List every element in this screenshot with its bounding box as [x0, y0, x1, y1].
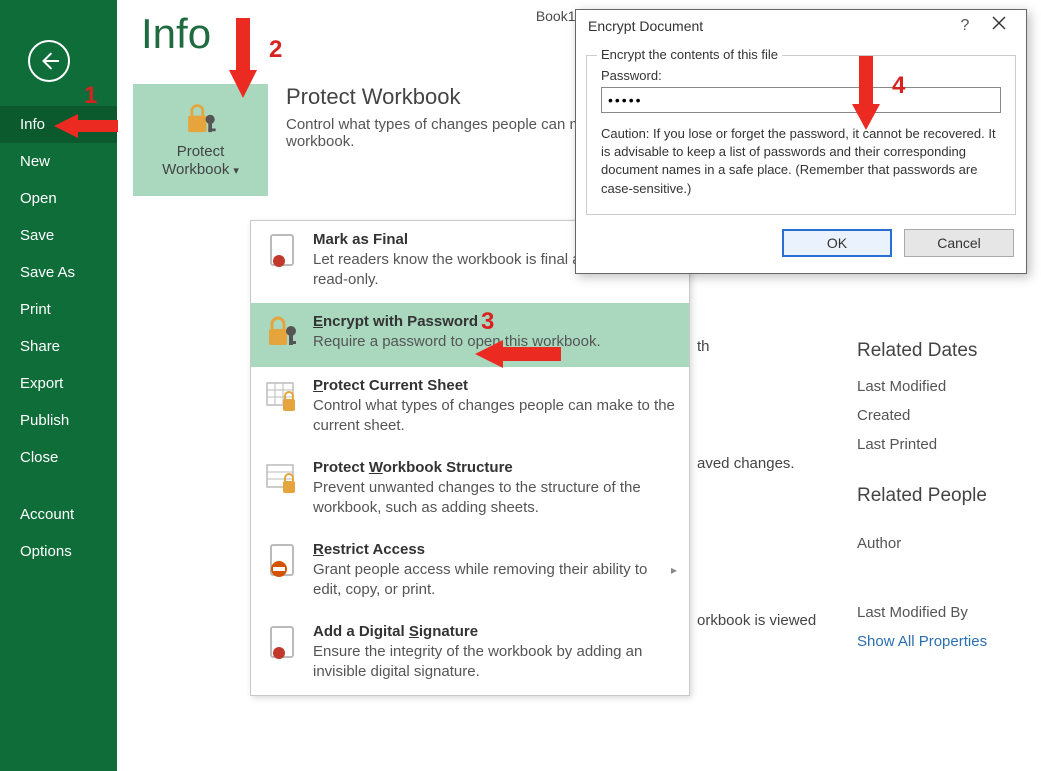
nav-new[interactable]: New	[0, 143, 117, 180]
ok-button[interactable]: OK	[782, 229, 892, 257]
dialog-body: Encrypt the contents of this file Passwo…	[586, 55, 1016, 215]
digital-signature-icon	[263, 623, 303, 663]
dialog-legend: Encrypt the contents of this file	[597, 47, 782, 62]
protect-workbook-menu: Mark as Final Let readers know the workb…	[250, 220, 690, 696]
restrict-access-icon	[263, 541, 303, 581]
close-icon	[992, 16, 1006, 30]
menu-protect-workbook-structure[interactable]: Protect Workbook Structure Prevent unwan…	[251, 449, 689, 531]
created-label: Created	[857, 407, 910, 424]
password-input[interactable]	[601, 87, 1001, 113]
related-people-heading: Related People	[857, 485, 1041, 507]
window: Info New Open Save Save As Print Share E…	[0, 0, 1041, 771]
help-button[interactable]: ?	[948, 17, 982, 35]
author-label: Author	[857, 535, 901, 552]
back-button[interactable]	[28, 40, 70, 82]
nav-share[interactable]: Share	[0, 328, 117, 365]
dialog-title: Encrypt Document	[588, 18, 948, 34]
protect-sheet-icon	[263, 377, 303, 417]
back-arrow-icon	[38, 50, 60, 72]
protect-button-label: Protect Workbook▾	[162, 143, 239, 179]
nav-open[interactable]: Open	[0, 180, 117, 217]
last-printed-label: Last Printed	[857, 436, 937, 453]
menu-restrict-access[interactable]: Restrict Access Grant people access whil…	[251, 531, 689, 613]
submenu-arrow-icon: ▸	[665, 563, 677, 577]
related-dates-heading: Related Dates	[857, 340, 1041, 362]
nav-print[interactable]: Print	[0, 291, 117, 328]
close-button[interactable]	[982, 16, 1016, 35]
chevron-down-icon: ▾	[233, 165, 239, 177]
backstage-sidebar: Info New Open Save Save As Print Share E…	[0, 0, 117, 771]
mark-final-icon	[263, 231, 303, 271]
dialog-titlebar: Encrypt Document ?	[576, 10, 1026, 41]
menu-protect-current-sheet[interactable]: Protect Current Sheet Control what types…	[251, 367, 689, 449]
last-modified-by-label: Last Modified By	[857, 604, 968, 621]
lock-key-icon	[179, 101, 223, 137]
password-label: Password:	[601, 68, 1001, 83]
nav-save[interactable]: Save	[0, 217, 117, 254]
nav-list: Info New Open Save Save As Print Share E…	[0, 106, 117, 570]
nav-close[interactable]: Close	[0, 439, 117, 476]
encrypt-icon	[263, 313, 303, 353]
nav-publish[interactable]: Publish	[0, 402, 117, 439]
nav-export[interactable]: Export	[0, 365, 117, 402]
nav-save-as[interactable]: Save As	[0, 254, 117, 291]
nav-info[interactable]: Info	[0, 106, 117, 143]
protect-structure-icon	[263, 459, 303, 499]
cancel-button[interactable]: Cancel	[904, 229, 1014, 257]
encrypt-document-dialog: Encrypt Document ? Encrypt the contents …	[575, 9, 1027, 274]
last-modified-label: Last Modified	[857, 378, 946, 395]
show-all-properties-link[interactable]: Show All Properties	[857, 633, 987, 650]
caution-text: Caution: If you lose or forget the passw…	[601, 125, 1001, 198]
menu-encrypt-with-password[interactable]: Encrypt with Password Require a password…	[251, 303, 689, 367]
right-properties-panel: Related Dates Last Modified CreatedToday…	[857, 340, 1041, 656]
menu-add-digital-signature[interactable]: Add a Digital Signature Ensure the integ…	[251, 613, 689, 695]
protect-workbook-button[interactable]: Protect Workbook▾	[133, 84, 268, 196]
nav-account[interactable]: Account	[0, 496, 117, 533]
nav-options[interactable]: Options	[0, 533, 117, 570]
obscured-text: th aved changes. orkbook is viewed	[697, 338, 816, 711]
